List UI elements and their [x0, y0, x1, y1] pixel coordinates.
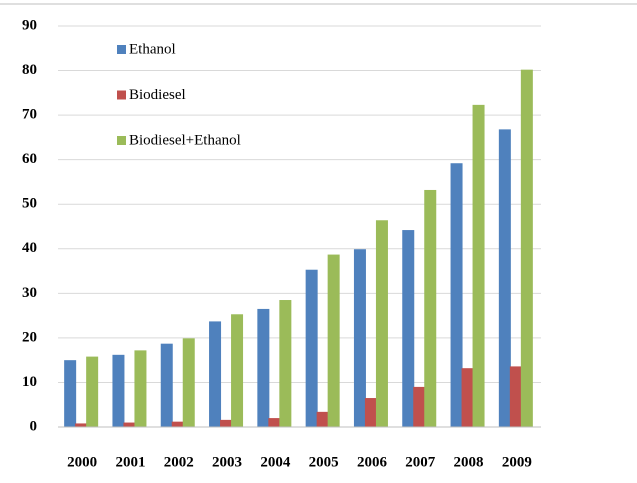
x-tick-label: 2007	[405, 454, 436, 470]
x-tick-label: 2001	[115, 454, 145, 470]
bar	[182, 338, 195, 427]
bar	[231, 314, 244, 427]
x-tick-label: 2003	[212, 454, 242, 470]
bar	[375, 220, 388, 427]
bar	[498, 129, 511, 427]
y-tick-label: 60	[22, 151, 37, 167]
x-tick-label: 2005	[309, 454, 339, 470]
bar	[209, 321, 222, 427]
legend-swatch	[117, 90, 126, 100]
bar	[75, 423, 88, 427]
bar	[402, 230, 415, 427]
bar	[279, 300, 292, 427]
y-tick-label: 70	[22, 107, 37, 123]
bar	[86, 356, 99, 427]
x-tick-label: 2006	[357, 454, 388, 470]
bar	[424, 189, 437, 427]
bar	[364, 398, 377, 427]
y-tick-label: 10	[22, 374, 37, 390]
bar	[450, 163, 463, 427]
bar	[134, 350, 147, 427]
y-tick-label: 80	[22, 62, 37, 78]
bar	[520, 69, 533, 428]
bar	[509, 366, 522, 427]
x-tick-label: 2002	[164, 454, 194, 470]
bar	[353, 249, 366, 427]
bar	[220, 419, 233, 427]
x-tick-label: 2008	[454, 454, 484, 470]
x-tick-label: 2004	[260, 454, 291, 470]
y-tick-label: 0	[30, 418, 38, 434]
bar	[160, 343, 173, 427]
bar	[472, 104, 485, 427]
bar	[64, 360, 77, 427]
bar	[305, 269, 318, 427]
y-tick-label: 20	[22, 329, 37, 345]
legend-label: Ethanol	[129, 41, 176, 57]
legend-label: Biodiesel	[129, 87, 186, 103]
legend-label: Biodiesel+Ethanol	[129, 132, 241, 148]
y-tick-label: 50	[22, 196, 37, 212]
x-tick-label: 2000	[67, 454, 97, 470]
legend-swatch	[117, 45, 126, 54]
bar	[268, 418, 281, 427]
bar	[413, 386, 426, 427]
bar	[171, 421, 184, 427]
bar	[112, 354, 125, 427]
bar	[327, 254, 340, 427]
y-tick-label: 30	[22, 285, 37, 301]
x-tick-label: 2009	[502, 454, 532, 470]
bar	[461, 368, 474, 427]
bar	[316, 411, 329, 427]
y-tick-label: 40	[22, 240, 37, 256]
legend-swatch	[117, 136, 126, 145]
bar	[257, 308, 270, 427]
bar	[123, 422, 136, 427]
y-tick-label: 90	[22, 17, 37, 33]
